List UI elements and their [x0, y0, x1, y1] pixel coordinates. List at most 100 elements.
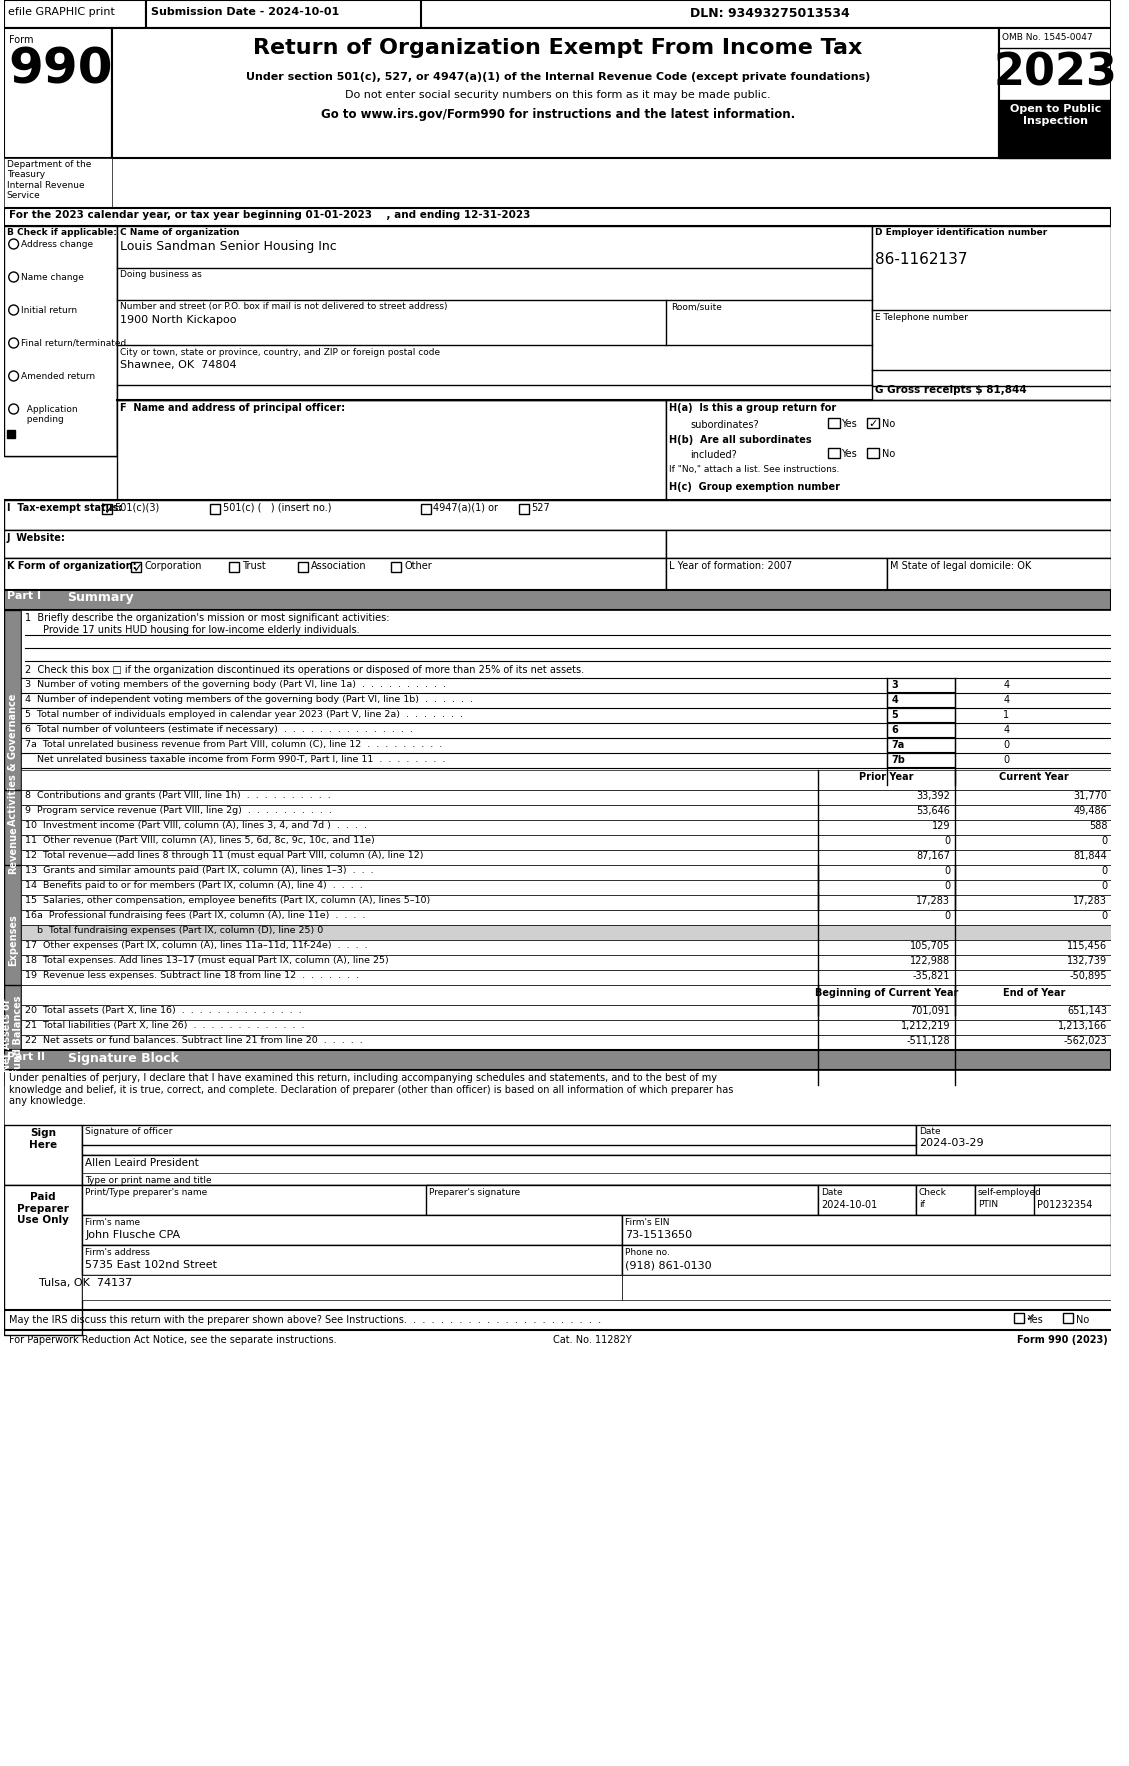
Bar: [210, 503, 220, 514]
Bar: [886, 722, 955, 736]
Bar: [21, 1005, 1111, 1021]
Text: For the 2023 calendar year, or tax year beginning 01-01-2023    , and ending 12-: For the 2023 calendar year, or tax year …: [9, 210, 531, 221]
Text: Print/Type preparer's name: Print/Type preparer's name: [85, 1189, 208, 1197]
Text: 4: 4: [1003, 726, 1009, 735]
Bar: [146, 0, 421, 28]
Text: 0: 0: [944, 911, 951, 922]
Text: 7a  Total unrelated business revenue from Part VIII, column (C), line 12  .  .  : 7a Total unrelated business revenue from…: [26, 740, 443, 749]
Text: Final return/terminated: Final return/terminated: [21, 339, 126, 348]
Text: L Year of formation: 2007: L Year of formation: 2007: [668, 562, 793, 570]
Text: 5735 East 102nd Street: 5735 East 102nd Street: [85, 1259, 217, 1270]
Text: 4  Number of independent voting members of the governing body (Part VI, line 1b): 4 Number of independent voting members o…: [26, 696, 473, 705]
Text: 129: 129: [931, 821, 951, 832]
Bar: [3, 609, 21, 909]
Text: Beginning of Current Year: Beginning of Current Year: [815, 987, 959, 998]
Text: D Employer identification number: D Employer identification number: [875, 228, 1047, 237]
Text: 2024-03-29: 2024-03-29: [919, 1137, 983, 1148]
Text: 1,212,219: 1,212,219: [901, 1021, 951, 1031]
Text: Trust: Trust: [243, 562, 266, 570]
Bar: [426, 1185, 817, 1215]
Bar: [3, 530, 666, 558]
Text: 7b: 7b: [892, 756, 905, 765]
Text: No: No: [1076, 1316, 1089, 1324]
Bar: [3, 0, 1111, 28]
Text: Doing business as: Doing business as: [120, 270, 201, 279]
Text: 1900 North Kickapoo: 1900 North Kickapoo: [120, 314, 236, 325]
Bar: [666, 401, 1111, 500]
Bar: [21, 955, 1111, 970]
Text: 3  Number of voting members of the governing body (Part VI, line 1a)  .  .  .  .: 3 Number of voting members of the govern…: [26, 680, 446, 689]
Bar: [886, 738, 955, 752]
Text: DLN: 93493275013534: DLN: 93493275013534: [691, 7, 850, 19]
Text: 1: 1: [1003, 710, 1009, 721]
Bar: [21, 879, 1111, 895]
Bar: [3, 1051, 1111, 1070]
Text: 4: 4: [1003, 680, 1009, 691]
Text: Association: Association: [310, 562, 367, 570]
Bar: [21, 609, 1111, 909]
Text: Net unrelated business taxable income from Form 990-T, Part I, line 11  .  .  . : Net unrelated business taxable income fr…: [26, 756, 446, 765]
Text: Date: Date: [919, 1127, 940, 1136]
Text: Current Year: Current Year: [999, 772, 1069, 782]
Bar: [666, 530, 1111, 558]
Text: 10  Investment income (Part VIII, column (A), lines 3, 4, and 7d )  .  .  .  .: 10 Investment income (Part VIII, column …: [26, 821, 367, 830]
Text: Initial return: Initial return: [21, 306, 78, 314]
Text: 105,705: 105,705: [910, 941, 951, 952]
Text: Sign
Here: Sign Here: [29, 1128, 58, 1150]
Bar: [886, 558, 1111, 590]
Text: 4: 4: [1003, 696, 1009, 705]
Text: ✓: ✓: [1025, 1312, 1034, 1323]
Bar: [867, 419, 878, 427]
Bar: [229, 562, 239, 572]
Text: Part II: Part II: [7, 1053, 45, 1061]
Text: I  Tax-exempt status:: I Tax-exempt status:: [7, 503, 122, 512]
Text: (918) 861-0130: (918) 861-0130: [624, 1259, 711, 1270]
Text: 9  Program service revenue (Part VIII, line 2g)  .  .  .  .  .  .  .  .  .  .: 9 Program service revenue (Part VIII, li…: [26, 805, 332, 814]
Bar: [82, 1155, 1111, 1185]
Text: PTIN: PTIN: [978, 1201, 998, 1210]
Bar: [421, 503, 430, 514]
Text: 86-1162137: 86-1162137: [875, 253, 968, 267]
Bar: [3, 28, 112, 157]
Text: ✓: ✓: [132, 562, 143, 576]
Text: self-employed: self-employed: [978, 1189, 1042, 1197]
Text: 0: 0: [1101, 865, 1108, 876]
Text: 7a: 7a: [892, 740, 904, 751]
Bar: [82, 1185, 1111, 1215]
Text: 22  Net assets or fund balances. Subtract line 21 from line 20  .  .  .  .  .: 22 Net assets or fund balances. Subtract…: [26, 1037, 364, 1045]
Bar: [1014, 1312, 1024, 1323]
Text: J  Website:: J Website:: [7, 533, 65, 542]
Text: 501(c) (   ) (insert no.): 501(c) ( ) (insert no.): [222, 503, 331, 512]
Text: Phone no.: Phone no.: [624, 1249, 669, 1257]
Text: included?: included?: [691, 450, 737, 459]
Text: 33,392: 33,392: [917, 791, 951, 802]
Text: No: No: [882, 449, 895, 459]
Bar: [21, 895, 1111, 909]
Text: 0: 0: [1101, 881, 1108, 892]
Text: No: No: [882, 419, 895, 429]
Bar: [21, 819, 1111, 835]
Text: Open to Public
Inspection: Open to Public Inspection: [1009, 104, 1101, 125]
Bar: [975, 1185, 1111, 1215]
Text: 81,844: 81,844: [1074, 851, 1108, 862]
Text: 49,486: 49,486: [1074, 805, 1108, 816]
Text: 1  Briefly describe the organization's mission or most significant activities:: 1 Briefly describe the organization's mi…: [26, 613, 390, 623]
Text: M State of legal domicile: OK: M State of legal domicile: OK: [890, 562, 1031, 570]
Bar: [622, 1245, 1111, 1275]
Text: City or town, state or province, country, and ZIP or foreign postal code: City or town, state or province, country…: [120, 348, 439, 357]
Text: Other: Other: [404, 562, 431, 570]
Text: Part I: Part I: [7, 592, 41, 600]
Text: -35,821: -35,821: [913, 971, 951, 980]
Text: Net Assets or
Fund Balances: Net Assets or Fund Balances: [2, 996, 24, 1075]
Text: 87,167: 87,167: [917, 851, 951, 862]
Bar: [7, 429, 15, 438]
Text: K Form of organization:: K Form of organization:: [7, 562, 137, 570]
Text: Amended return: Amended return: [21, 373, 96, 381]
Bar: [3, 1185, 82, 1335]
Text: 2  Check this box □ if the organization discontinued its operations or disposed : 2 Check this box □ if the organization d…: [26, 666, 585, 675]
Text: P01232354: P01232354: [1036, 1201, 1092, 1210]
Text: Paid
Preparer
Use Only: Paid Preparer Use Only: [17, 1192, 69, 1226]
Text: C Name of organization: C Name of organization: [120, 228, 239, 237]
Text: E Telephone number: E Telephone number: [875, 313, 968, 321]
Text: 501(c)(3): 501(c)(3): [115, 503, 160, 512]
